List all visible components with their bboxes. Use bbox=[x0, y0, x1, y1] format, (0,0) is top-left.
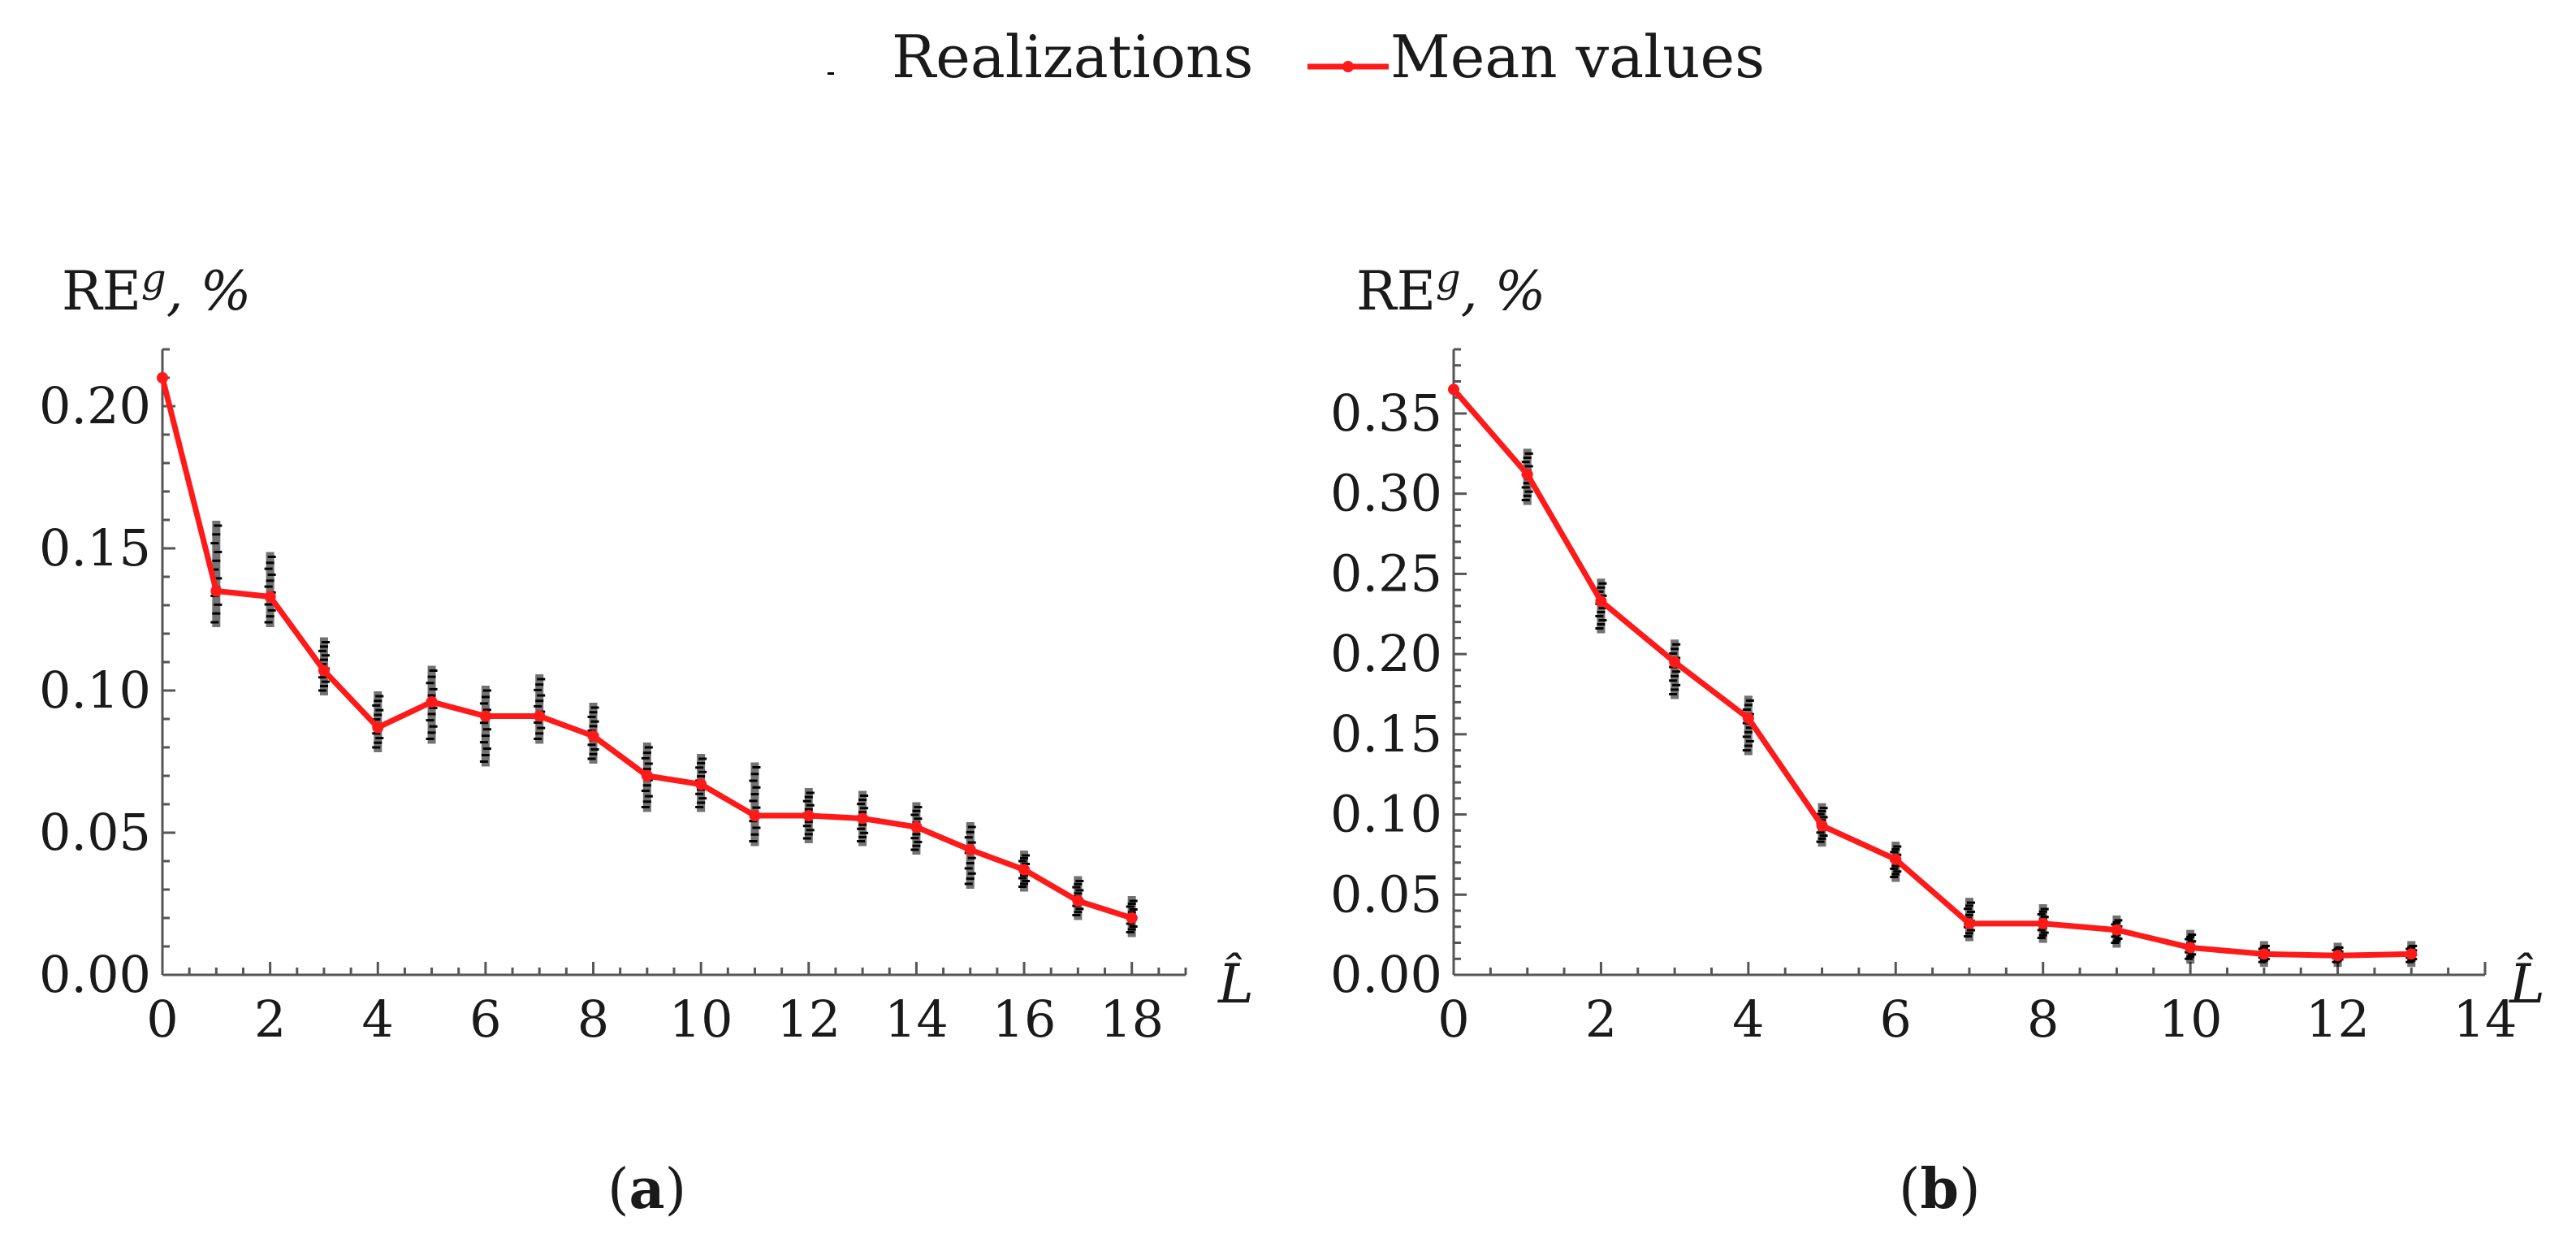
mean-point bbox=[1521, 469, 1533, 480]
panel-b-x-tick-label: 8 bbox=[2027, 989, 2059, 1049]
legend-realizations-label: Realizations bbox=[892, 23, 1253, 91]
panel-a-axes bbox=[161, 348, 1187, 976]
mean-point bbox=[318, 665, 330, 677]
panel-a-y-axis-title: REg, % bbox=[62, 256, 251, 323]
panel-b-y-tick-label: 0.20 bbox=[1330, 624, 1442, 683]
realization-band bbox=[481, 686, 490, 767]
panel-a-chart: 0.00 0.05 0.10 0.15 0.20 0 2 4 6 8 10 12 14 16 18 REg,… bbox=[39, 256, 1254, 1222]
legend-realization-marker bbox=[828, 72, 834, 75]
mean-point bbox=[264, 591, 276, 603]
panel-a-y-tick-label: 0.15 bbox=[39, 518, 151, 578]
panel-a-x-tick-label: 12 bbox=[776, 989, 841, 1049]
mean-point bbox=[2405, 948, 2418, 960]
panel-b-y-tick-label: 0.00 bbox=[1330, 945, 1442, 1004]
mean-point bbox=[1964, 917, 1975, 929]
panel-b-y-tick-label: 0.35 bbox=[1330, 383, 1442, 443]
panel-a-x-tick-label: 2 bbox=[254, 989, 286, 1049]
mean-point bbox=[802, 810, 815, 821]
legend-mean-label: Mean values bbox=[1390, 23, 1765, 91]
mean-point bbox=[2258, 948, 2270, 960]
mean-point bbox=[1742, 712, 1754, 725]
panel-b-realizations bbox=[1521, 448, 2418, 968]
mean-point bbox=[479, 710, 491, 722]
panel-b-x-tick-label: 0 bbox=[1437, 989, 1469, 1049]
mean-point bbox=[857, 812, 869, 825]
panel-a-x-tick-label: 4 bbox=[362, 989, 394, 1049]
panel-a-y-tick-label: 0.20 bbox=[39, 376, 151, 435]
mean-point bbox=[2332, 950, 2344, 962]
panel-b-x-tick-label: 10 bbox=[2159, 989, 2223, 1049]
mean-point bbox=[2185, 942, 2197, 954]
panel-b-tick-labels: 0.00 0.05 0.10 0.15 0.20 0.25 0.30 0.35 0 2 4 6 8 10 1… bbox=[1330, 383, 2518, 1049]
mean-point bbox=[964, 844, 976, 855]
mean-point bbox=[1018, 864, 1031, 876]
panel-b-mean-line bbox=[1451, 388, 2412, 959]
panel-a-y-tick-label: 0.00 bbox=[39, 945, 151, 1004]
mean-point bbox=[695, 778, 707, 790]
mean-point bbox=[426, 696, 438, 708]
panel-b-x-tick-label: 2 bbox=[1585, 989, 1617, 1049]
panel-a-y-tick-label: 0.05 bbox=[39, 803, 151, 862]
panel-b-x-tick-label: 12 bbox=[2306, 989, 2370, 1049]
panel-a-x-tick-label: 6 bbox=[469, 989, 501, 1049]
panel-a-x-tick-label: 10 bbox=[669, 989, 733, 1049]
panel-b-y-axis-title: REg, % bbox=[1356, 256, 1545, 323]
mean-point bbox=[1072, 895, 1084, 907]
mean-point bbox=[2037, 917, 2049, 929]
mean-point bbox=[1595, 595, 1607, 607]
mean-point bbox=[1890, 853, 1902, 865]
panel-a-x-tick-label: 14 bbox=[884, 989, 949, 1049]
legend-mean-marker bbox=[1342, 61, 1354, 72]
panel-b-axes bbox=[1452, 348, 2487, 976]
realization-band bbox=[1671, 639, 1679, 699]
mean-point bbox=[210, 585, 223, 597]
panel-a-x-tick-label: 0 bbox=[146, 989, 178, 1049]
panel-b-label: (b) bbox=[1899, 1157, 1981, 1222]
panel-b-x-axis-title: L̂ bbox=[2509, 953, 2545, 1015]
mean-point bbox=[157, 372, 168, 383]
mean-point bbox=[1669, 656, 1681, 668]
panel-b-y-tick-label: 0.15 bbox=[1330, 704, 1442, 764]
mean-point bbox=[641, 770, 653, 782]
panel-a-label: (a) bbox=[607, 1157, 686, 1222]
panel-a-x-tick-label: 18 bbox=[1100, 989, 1164, 1049]
legend: Realizations Mean values bbox=[828, 23, 1765, 91]
panel-b-x-tick-label: 4 bbox=[1732, 989, 1764, 1049]
mean-point bbox=[587, 730, 599, 742]
panel-b-y-tick-label: 0.10 bbox=[1330, 785, 1442, 844]
mean-point bbox=[910, 821, 923, 833]
panel-b-x-tick-label: 14 bbox=[2453, 989, 2518, 1049]
mean-point bbox=[1448, 383, 1459, 396]
mean-point bbox=[1126, 912, 1138, 924]
realization-band bbox=[212, 521, 221, 627]
panel-a-mean-series bbox=[157, 372, 1138, 924]
panel-b-y-tick-label: 0.05 bbox=[1330, 864, 1442, 924]
panel-a-x-tick-label: 16 bbox=[992, 989, 1057, 1049]
realization-band bbox=[535, 674, 544, 744]
panel-b-y-tick-label: 0.25 bbox=[1330, 543, 1442, 603]
panel-b-x-tick-label: 6 bbox=[1880, 989, 1912, 1049]
mean-point bbox=[749, 810, 761, 821]
mean-point bbox=[2111, 924, 2123, 936]
panel-a-tick-labels: 0.00 0.05 0.10 0.15 0.20 0 2 4 6 8 10 12 14 16 18 bbox=[39, 376, 1164, 1049]
mean-point bbox=[372, 721, 384, 734]
realization-band bbox=[1744, 695, 1753, 756]
panel-b-y-tick-label: 0.30 bbox=[1330, 464, 1442, 523]
panel-a-x-tick-label: 8 bbox=[577, 989, 609, 1049]
panel-b-mean-series bbox=[1448, 383, 2418, 962]
panel-a-realizations bbox=[210, 521, 1138, 937]
mean-point bbox=[534, 710, 546, 722]
realization-band bbox=[266, 552, 274, 627]
realization-band bbox=[750, 762, 759, 846]
panel-a-mean-line bbox=[159, 377, 1133, 921]
panel-a-x-axis-title: L̂ bbox=[1217, 953, 1254, 1015]
panel-a-y-tick-label: 0.10 bbox=[39, 660, 151, 720]
panel-b-chart: 0.00 0.05 0.10 0.15 0.20 0.25 0.30 0.35 0 2 4 6 8 10 1… bbox=[1330, 256, 2545, 1222]
mean-point bbox=[1816, 820, 1828, 832]
